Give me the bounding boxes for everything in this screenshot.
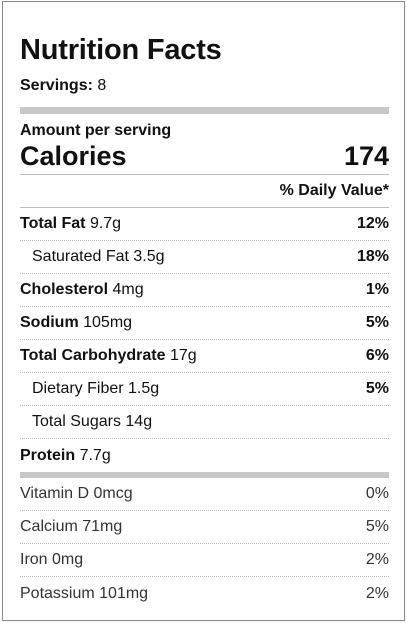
nutrient-name-wrap: Total Fat 9.7g <box>20 215 121 233</box>
nutrient-name: Protein <box>20 446 76 464</box>
nutrient-name: Cholesterol <box>20 281 109 298</box>
servings-value: 8 <box>97 77 107 94</box>
nutrient-name-wrap: Total Carbohydrate 17g <box>20 347 197 365</box>
nutrient-name: Total Carbohydrate <box>20 347 166 364</box>
vitamin-row: Iron 0mg 2% <box>20 544 389 577</box>
nutrient-row: Dietary Fiber 1.5g 5% <box>20 373 389 406</box>
nutrient-name: Total Sugars <box>32 413 121 430</box>
nutrient-daily-value: 18% <box>356 248 389 265</box>
nutrient-daily-value: 5% <box>365 380 389 397</box>
daily-value-header: % Daily Value* <box>20 175 389 208</box>
vitamin-name: Iron <box>20 551 48 568</box>
nutrient-row: Protein 7.7g <box>20 439 389 472</box>
nutrient-name: Dietary Fiber <box>32 380 124 397</box>
servings-label: Servings: <box>20 77 93 94</box>
nutrient-daily-value: 6% <box>365 347 389 364</box>
nutrient-name-wrap: Protein 7.7g <box>20 447 111 465</box>
vitamin-name-wrap: Calcium 71mg <box>20 518 122 536</box>
nutrient-row: Saturated Fat 3.5g 18% <box>20 241 389 274</box>
vitamin-row: Calcium 71mg 5% <box>20 511 389 544</box>
mid-divider <box>20 472 389 478</box>
vitamin-daily-value: 5% <box>365 518 389 535</box>
vitamin-name-wrap: Iron 0mg <box>20 551 83 569</box>
nutrient-amount: 17g <box>169 347 197 364</box>
nutrient-name-wrap: Sodium 105mg <box>20 314 132 332</box>
calories-value: 174 <box>343 141 389 171</box>
nutrient-list: Total Fat 9.7g 12% Saturated Fat 3.5g 18% Ch… <box>20 208 389 472</box>
vitamin-name: Vitamin D <box>20 485 90 502</box>
nutrient-name: Saturated Fat <box>32 248 129 265</box>
vitamin-amount: 0mcg <box>93 485 133 502</box>
calories-row: Calories 174 <box>20 141 389 175</box>
nutrient-amount: 9.7g <box>89 215 122 232</box>
nutrient-row: Total Fat 9.7g 12% <box>20 208 389 241</box>
nutrient-daily-value: 1% <box>365 281 389 298</box>
nutrient-amount: 4mg <box>112 281 144 298</box>
vitamin-row: Potassium 101mg 2% <box>20 577 389 610</box>
servings-line: Servings: 8 <box>20 76 389 96</box>
vitamin-row: Vitamin D 0mcg 0% <box>20 478 389 511</box>
nutrient-amount: 105mg <box>83 314 133 331</box>
vitamin-daily-value: 0% <box>365 485 389 502</box>
nutrient-name: Sodium <box>20 314 79 331</box>
nutrient-row: Total Sugars 14g <box>20 406 389 439</box>
nutrient-daily-value: 12% <box>356 215 389 232</box>
calories-label: Calories <box>20 141 127 171</box>
nutrient-amount: 7.7g <box>79 446 111 464</box>
nutrient-row: Cholesterol 4mg 1% <box>20 274 389 307</box>
nutrient-amount: 14g <box>125 413 153 430</box>
vitamin-daily-value: 2% <box>365 584 389 602</box>
vitamin-name: Calcium <box>20 518 78 535</box>
nutrient-name: Total Fat <box>20 215 86 232</box>
thick-divider <box>20 107 389 114</box>
vitamin-name-wrap: Vitamin D 0mcg <box>20 485 133 503</box>
vitamin-daily-value: 2% <box>365 551 389 568</box>
vitamin-amount: 101mg <box>99 584 149 602</box>
vitamin-list: Vitamin D 0mcg 0% Calcium 71mg 5% Iron 0mg 2%… <box>20 478 389 610</box>
nutrient-amount: 3.5g <box>133 248 165 265</box>
amount-per-serving: Amount per serving <box>20 122 172 139</box>
nutrient-name-wrap: Cholesterol 4mg <box>20 281 144 299</box>
nutrient-name-wrap: Dietary Fiber 1.5g <box>20 380 159 398</box>
label-title: Nutrition Facts <box>20 34 222 66</box>
nutrient-name-wrap: Total Sugars 14g <box>20 413 152 431</box>
vitamin-amount: 0mg <box>52 551 84 568</box>
nutrient-amount: 1.5g <box>128 380 160 397</box>
vitamin-name-wrap: Potassium 101mg <box>20 585 148 603</box>
vitamin-name: Potassium <box>20 584 95 602</box>
nutrient-row: Total Carbohydrate 17g 6% <box>20 340 389 373</box>
nutrient-row: Sodium 105mg 5% <box>20 307 389 340</box>
vitamin-amount: 71mg <box>82 518 123 535</box>
nutrient-daily-value: 5% <box>365 314 389 331</box>
nutrient-name-wrap: Saturated Fat 3.5g <box>20 248 165 266</box>
